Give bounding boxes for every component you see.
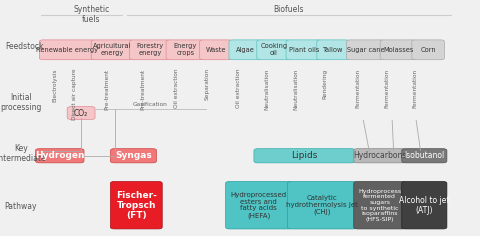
FancyBboxPatch shape bbox=[130, 40, 171, 60]
Text: Cooking
oil: Cooking oil bbox=[260, 43, 288, 56]
FancyBboxPatch shape bbox=[354, 149, 406, 163]
FancyBboxPatch shape bbox=[354, 181, 406, 229]
FancyBboxPatch shape bbox=[257, 40, 291, 60]
Text: Energy
crops: Energy crops bbox=[174, 43, 197, 56]
Text: Hydrocarbons: Hydrocarbons bbox=[353, 151, 407, 160]
Text: Key
intermediate: Key intermediate bbox=[0, 144, 46, 163]
Text: Pre-treatment: Pre-treatment bbox=[104, 68, 109, 110]
Text: Corn: Corn bbox=[420, 47, 436, 53]
Text: Alcohol to jet
(ATJ): Alcohol to jet (ATJ) bbox=[399, 196, 450, 215]
Text: Neutralisation: Neutralisation bbox=[294, 68, 299, 110]
Text: Sugar cane: Sugar cane bbox=[347, 47, 384, 53]
Text: Neutralisation: Neutralisation bbox=[264, 68, 269, 110]
FancyBboxPatch shape bbox=[110, 181, 162, 229]
Text: Algae: Algae bbox=[236, 47, 255, 53]
Text: Lipids: Lipids bbox=[291, 151, 318, 160]
Text: Fischer-
Tropsch
(FT): Fischer- Tropsch (FT) bbox=[116, 191, 157, 220]
FancyBboxPatch shape bbox=[402, 149, 447, 163]
FancyBboxPatch shape bbox=[166, 40, 204, 60]
Text: Pathway: Pathway bbox=[4, 202, 37, 211]
FancyBboxPatch shape bbox=[39, 40, 95, 60]
Text: Initial
processing: Initial processing bbox=[0, 93, 41, 112]
FancyBboxPatch shape bbox=[402, 181, 447, 229]
Text: Biofuels: Biofuels bbox=[273, 5, 303, 14]
FancyBboxPatch shape bbox=[412, 40, 444, 60]
FancyBboxPatch shape bbox=[288, 181, 357, 229]
FancyBboxPatch shape bbox=[347, 40, 385, 60]
Text: Direct air capture: Direct air capture bbox=[72, 68, 77, 120]
Text: Hydroprocess
fermented
sugars
to synthetic
isoparaffins
(HFS-SIP): Hydroprocess fermented sugars to synthet… bbox=[358, 189, 401, 222]
FancyBboxPatch shape bbox=[110, 149, 156, 163]
FancyBboxPatch shape bbox=[226, 181, 292, 229]
Text: Gasification: Gasification bbox=[132, 102, 167, 107]
FancyBboxPatch shape bbox=[254, 149, 355, 163]
FancyBboxPatch shape bbox=[317, 40, 349, 60]
Text: Separation: Separation bbox=[205, 68, 210, 101]
Text: Oil extraction: Oil extraction bbox=[174, 68, 179, 108]
Text: CO₂: CO₂ bbox=[74, 109, 88, 118]
Text: Renewable energy: Renewable energy bbox=[36, 47, 98, 53]
FancyBboxPatch shape bbox=[286, 40, 322, 60]
Text: Synthetic
fuels: Synthetic fuels bbox=[73, 5, 109, 24]
Text: Agricultural
energy: Agricultural energy bbox=[93, 43, 132, 56]
FancyBboxPatch shape bbox=[380, 40, 417, 60]
Text: Syngas: Syngas bbox=[115, 151, 152, 160]
Text: Tallow: Tallow bbox=[323, 47, 343, 53]
FancyBboxPatch shape bbox=[200, 40, 232, 60]
Text: Oil extraction: Oil extraction bbox=[236, 68, 241, 108]
Text: Pre-treatment: Pre-treatment bbox=[141, 68, 145, 110]
Text: Forestry
energy: Forestry energy bbox=[137, 43, 164, 56]
Text: Fermentation: Fermentation bbox=[413, 68, 418, 108]
Text: Waste: Waste bbox=[206, 47, 226, 53]
Text: Electrolysis: Electrolysis bbox=[52, 68, 57, 102]
FancyBboxPatch shape bbox=[91, 40, 134, 60]
FancyBboxPatch shape bbox=[67, 107, 95, 119]
Text: Fermentation: Fermentation bbox=[384, 68, 389, 108]
Text: Feedstock: Feedstock bbox=[5, 42, 43, 51]
Text: Isobutanol: Isobutanol bbox=[404, 151, 444, 160]
Text: Catalytic
hydrothermolysis jet
(CHJ): Catalytic hydrothermolysis jet (CHJ) bbox=[286, 195, 358, 215]
Text: Plant oils: Plant oils bbox=[288, 47, 319, 53]
Text: Hydroprocessed
esters and
fatty acids
(HEFA): Hydroprocessed esters and fatty acids (H… bbox=[231, 192, 287, 219]
FancyBboxPatch shape bbox=[36, 149, 84, 163]
Text: Molasses: Molasses bbox=[383, 47, 414, 53]
Text: Hydrogen: Hydrogen bbox=[35, 151, 84, 160]
Text: Fermentation: Fermentation bbox=[355, 68, 360, 108]
FancyBboxPatch shape bbox=[229, 40, 262, 60]
Text: Rendering: Rendering bbox=[322, 68, 327, 99]
